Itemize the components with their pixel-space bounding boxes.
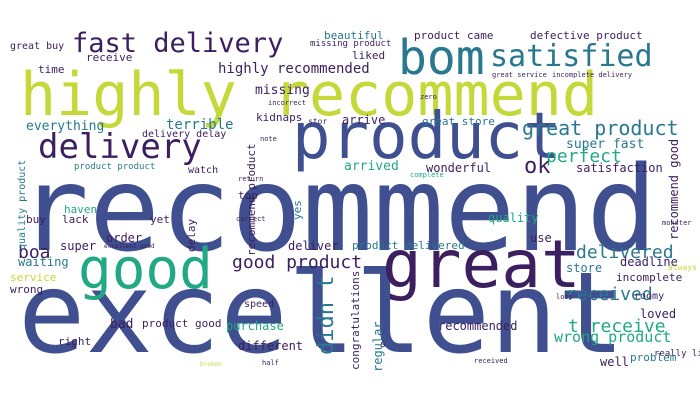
cloud-word: wonderful [426,161,492,175]
cloud-word: great store [422,115,495,128]
cloud-word: order [106,231,143,245]
cloud-word: congratulations [349,270,362,370]
cloud-word: haven [64,203,98,216]
cloud-word: purchase [226,319,284,333]
cloud-word: top [238,189,258,202]
cloud-word: zero [420,93,437,101]
cloud-word: highly recommend [20,60,598,130]
cloud-word: missing product [310,39,392,49]
cloud-word: always [668,263,697,272]
cloud-word: missing [255,83,310,98]
cloud-word: recommended [438,319,518,333]
cloud-word: yes [291,200,304,220]
cloud-word: great [382,226,581,303]
cloud-word: problem [630,351,677,364]
cloud-word: didn t [314,275,339,355]
cloud-word: perfect [546,146,622,167]
cloud-word: great product [522,116,679,140]
cloud-word: arrive [342,113,386,127]
cloud-word: satisfaction [576,161,663,175]
cloud-word: store [566,261,603,275]
cloud-word: deliver [288,239,339,253]
cloud-word: loved [640,307,677,321]
cloud-word: lack [62,213,89,226]
cloud-word: excellent good [104,243,155,250]
cloud-word: defective product [530,29,643,42]
cloud-word: good [78,237,213,302]
cloud-word: fast delivery [72,28,284,59]
cloud-word: incomplete delivery [552,71,633,79]
cloud-word: beautiful [324,29,384,42]
cloud-word: stor [308,117,328,126]
cloud-word: product [292,100,562,174]
cloud-word: great buy [10,41,65,52]
cloud-word: great service [492,71,547,79]
cloud-word: excellent [18,249,625,379]
cloud-word: recommend product [245,143,258,256]
cloud-word: product came [414,29,494,42]
cloud-word: service [10,271,57,284]
cloud-word: recommend [18,140,658,278]
cloud-word: wrong product [554,328,672,346]
cloud-word: quality product [17,159,28,250]
cloud-word: correct [236,215,266,223]
cloud-word: highly recommended [218,61,370,77]
cloud-word: bom [398,30,485,86]
cloud-word: liked [352,49,386,62]
cloud-word: really liked [654,349,700,359]
cloud-word: broken [200,361,222,368]
cloud-word: roomy [634,291,665,302]
cloud-word: yet [150,213,170,226]
cloud-word: super [60,239,97,253]
cloud-word: speed [244,299,275,310]
cloud-word: s [380,339,387,350]
cloud-word: kidnaps [256,111,303,124]
cloud-word: product product [74,162,156,172]
cloud-word: complete [410,171,444,179]
cloud-word: different [238,339,304,353]
cloud-word: ok [524,154,551,179]
cloud-word: incomplete [616,271,683,284]
cloud-word: bad [110,317,134,332]
cloud-word: deadline [620,255,678,269]
cloud-word: delivered [576,242,674,263]
cloud-word: time [38,63,65,76]
cloud-word: quality [488,211,539,225]
cloud-word: delivery [38,127,202,167]
cloud-word: half [262,359,279,367]
cloud-word: received [566,284,653,305]
cloud-word: monster [662,219,692,227]
cloud-word: waiting [18,255,69,269]
cloud-word: super fast [566,137,645,152]
cloud-word: received [474,357,508,365]
cloud-word: incorrect [268,99,306,107]
cloud-word: terrible [166,117,234,133]
cloud-word: well [600,355,629,369]
cloud-word: right [58,335,92,348]
cloud-word: receive [86,51,133,64]
cloud-word: arrived [344,159,399,174]
cloud-word: delay [185,218,198,252]
cloud-word: satisfied [490,39,653,74]
cloud-word: everything [26,119,105,134]
cloud-word: delivery delay [142,129,227,140]
cloud-word: good product [232,252,363,273]
cloud-word: note [260,135,277,143]
cloud-word: wrong [10,283,44,296]
cloud-word: return [238,175,264,183]
cloud-word: loss [556,293,573,301]
cloud-word: boa [18,242,51,263]
cloud-word: use [530,231,552,245]
cloud-word: watch [188,165,219,176]
cloud-word: buy [26,213,46,226]
cloud-word: product good [142,317,222,330]
cloud-word: product delivered [352,239,465,252]
cloud-word: t receive [568,316,666,337]
